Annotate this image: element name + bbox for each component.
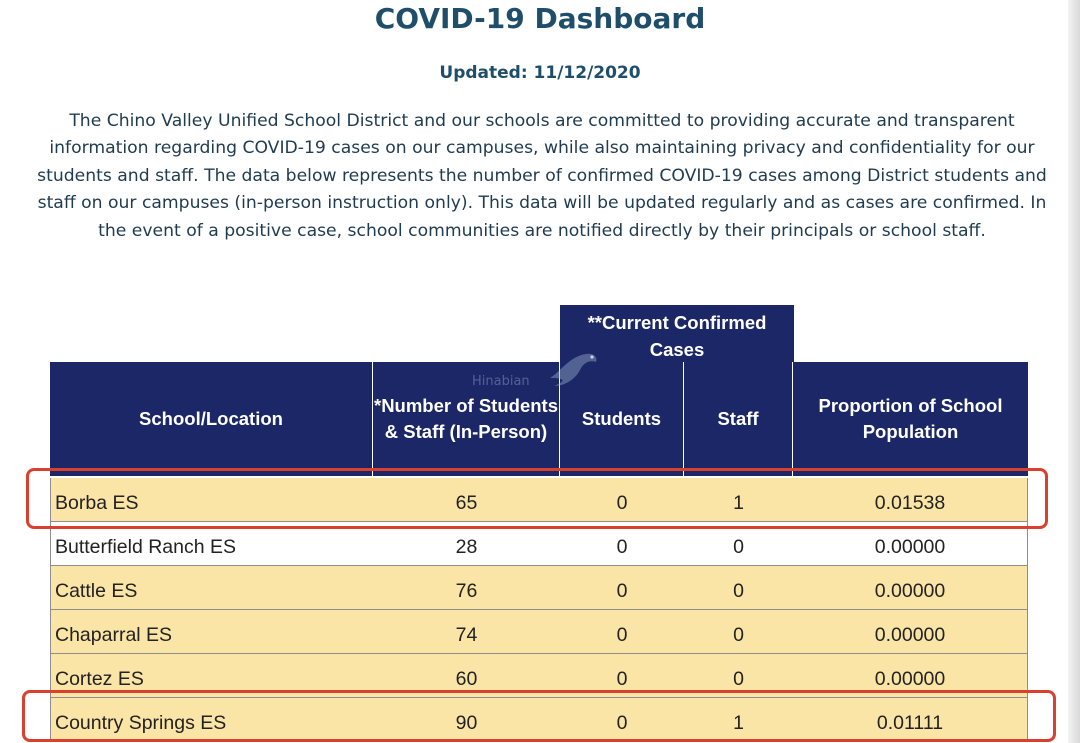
page-edge-shadow — [1068, 0, 1080, 743]
table-row: Country Springs ES 90 0 1 0.01111 — [50, 698, 1028, 742]
cell-count: 28 — [455, 536, 478, 558]
cell-count: 60 — [455, 668, 478, 690]
cell-count: 74 — [455, 624, 478, 646]
highlight-box-borba — [26, 468, 1048, 529]
table-row: Chaparral ES 74 0 0 0.00000 — [50, 610, 1028, 654]
intro-paragraph: The Chino Valley Unified School District… — [37, 111, 1047, 241]
cell-school: Country Springs ES — [50, 698, 373, 741]
table-row: Butterfield Ranch ES 28 0 0 0.00000 — [50, 522, 1028, 566]
cell-proportion: 0.00000 — [793, 522, 1028, 565]
cell-students: 0 — [616, 668, 628, 690]
cell-students: 0 — [616, 580, 628, 602]
cell-school: Cortez ES — [50, 654, 373, 697]
header-students: Students — [560, 362, 684, 476]
cell-school: Chaparral ES — [50, 610, 373, 653]
covid-cases-table: School/Location *Number of Students & St… — [50, 362, 1028, 742]
cell-proportion: 0.00000 — [793, 566, 1028, 609]
cell-count: 65 — [455, 492, 478, 514]
cell-students: 0 — [616, 624, 628, 646]
table-header-row: School/Location *Number of Students & St… — [50, 362, 1028, 476]
cell-staff: 0 — [733, 624, 744, 646]
header-gap — [50, 476, 1028, 478]
highlight-box-country-springs — [22, 690, 1056, 742]
header-proportion: Proportion of School Population — [818, 395, 1003, 442]
cell-count: 76 — [455, 580, 478, 602]
updated-date: Updated: 11/12/2020 — [439, 63, 641, 83]
header-school-location: School/Location — [50, 362, 373, 476]
cell-staff: 0 — [733, 536, 744, 558]
page-title: COVID-19 Dashboard — [374, 2, 706, 35]
cell-students: 0 — [616, 492, 628, 514]
current-confirmed-cases-header: **Current Confirmed Cases — [560, 305, 794, 362]
cell-count: 90 — [455, 712, 478, 734]
cell-staff: 1 — [733, 492, 744, 514]
cell-proportion: 0.01538 — [793, 478, 1028, 521]
cell-school: Borba ES — [50, 478, 373, 521]
cell-proportion: 0.00000 — [793, 654, 1028, 697]
cell-students: 0 — [616, 536, 628, 558]
cell-proportion: 0.00000 — [793, 610, 1028, 653]
table-row: Cattle ES 76 0 0 0.00000 — [50, 566, 1028, 610]
cell-school: Butterfield Ranch ES — [50, 522, 373, 565]
table-row: Borba ES 65 0 1 0.01538 — [50, 478, 1028, 522]
cell-school: Cattle ES — [50, 566, 373, 609]
cell-proportion: 0.01111 — [793, 698, 1028, 741]
header-number-in-person: *Number of Students & Staff (In-Person) — [373, 362, 560, 476]
cell-staff: 0 — [733, 668, 744, 690]
cell-students: 0 — [616, 712, 628, 734]
cell-staff: 0 — [733, 580, 744, 602]
header-staff: Staff — [684, 362, 793, 476]
cell-staff: 1 — [733, 712, 744, 734]
